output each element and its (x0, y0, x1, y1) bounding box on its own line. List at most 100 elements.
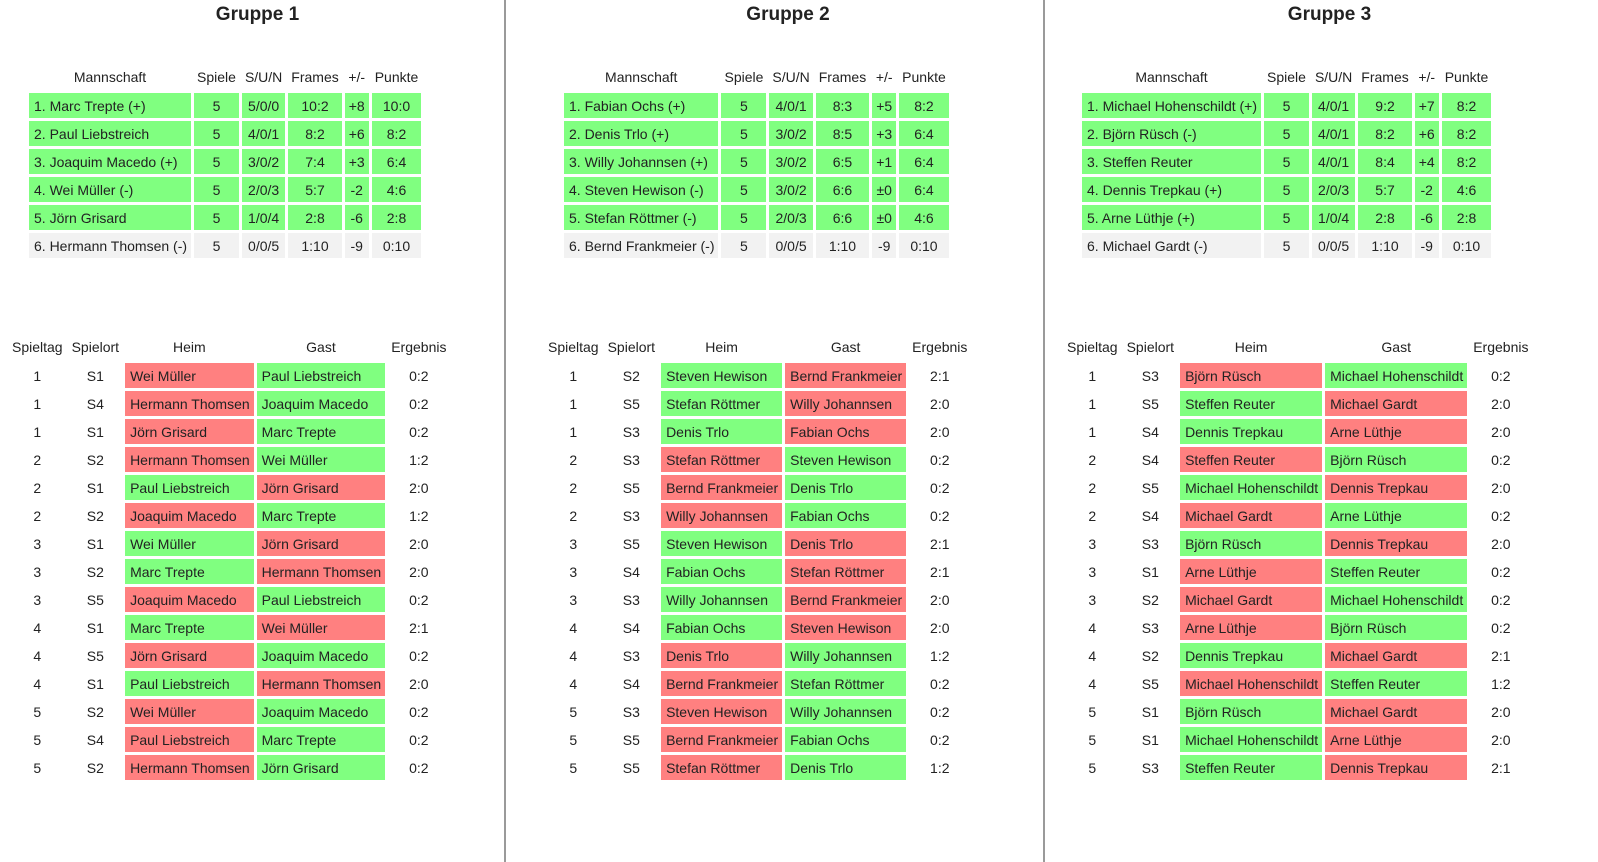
away-player: Steven Hewison (785, 447, 907, 472)
home-player: Björn Rüsch (1180, 363, 1323, 388)
venue: S2 (86, 507, 104, 524)
match-result: 0:2 (1491, 367, 1511, 384)
fixture-row: 4 S4 Bernd Frankmeier Stefan Röttmer 0:2 (545, 671, 970, 696)
frame-difference: +6 (344, 121, 369, 146)
fixture-row: 5 S3 Steven Hewison Willy Johannsen 0:2 (545, 699, 970, 724)
win-draw-loss: 3/0/2 (769, 177, 813, 202)
standings-row: 3. Willy Johannsen (+) 5 3/0/2 6:5 +1 6:4 (564, 149, 949, 174)
matchday: 5 (1088, 703, 1097, 720)
home-player: Paul Liebstreich (125, 671, 254, 696)
fixture-row: 1 S3 Björn Rüsch Michael Hohenschildt 0:2 (1064, 363, 1531, 388)
frames: 5:7 (1358, 177, 1412, 202)
venue: S4 (1141, 423, 1159, 440)
points: 6:4 (899, 177, 949, 202)
away-player: Arne Lüthje (1325, 503, 1468, 528)
matchday: 3 (33, 535, 42, 552)
home-player: Willy Johannsen (661, 503, 783, 528)
match-result: 2:0 (930, 423, 950, 440)
matchday: 2 (1088, 507, 1097, 524)
fixture-row: 3 S3 Björn Rüsch Dennis Trepkau 2:0 (1064, 531, 1531, 556)
match-result: 2:0 (930, 619, 950, 636)
away-player: Dennis Trepkau (1325, 531, 1468, 556)
fixture-row: 3 S1 Arne Lüthje Steffen Reuter 0:2 (1064, 559, 1531, 584)
matchday: 4 (569, 675, 578, 692)
team-name: 3. Willy Johannsen (+) (564, 149, 719, 174)
column-header: +/- (348, 69, 366, 85)
home-player: Paul Liebstreich (125, 475, 254, 500)
fixture-row: 5 S2 Hermann Thomsen Jörn Grisard 0:2 (9, 755, 449, 780)
column-header: Frames (818, 69, 867, 85)
group-1: Gruppe 1 Mannschaft Spiele S/U/N Frames +/- P… (0, 0, 515, 862)
match-result: 0:2 (930, 507, 950, 524)
away-player: Fabian Ochs (785, 503, 907, 528)
fixture-row: 1 S1 Wei Müller Paul Liebstreich 0:2 (9, 363, 449, 388)
games-played: 5 (721, 149, 767, 174)
home-player: Jörn Grisard (125, 419, 254, 444)
matchday: 4 (569, 647, 578, 664)
home-player: Hermann Thomsen (125, 755, 254, 780)
home-player: Michael Hohenschildt (1180, 475, 1323, 500)
match-result: 2:1 (930, 367, 950, 384)
frames: 2:8 (288, 205, 342, 230)
fixture-row: 1 S5 Stefan Röttmer Willy Johannsen 2:0 (545, 391, 970, 416)
column-header: Spiele (197, 69, 236, 85)
home-player: Stefan Röttmer (661, 755, 783, 780)
away-player: Björn Rüsch (1325, 615, 1468, 640)
standings-row: 2. Paul Liebstreich 5 4/0/1 8:2 +6 8:2 (29, 121, 422, 146)
win-draw-loss: 3/0/2 (769, 121, 813, 146)
team-name: 5. Jörn Grisard (29, 205, 192, 230)
home-player: Steven Hewison (661, 699, 783, 724)
points: 0:10 (1441, 233, 1492, 258)
venue: S5 (86, 647, 104, 664)
frame-difference: +6 (1414, 121, 1439, 146)
standings-row: 3. Joaquim Macedo (+) 5 3/0/2 7:4 +3 6:4 (29, 149, 422, 174)
column-header: Spiele (1267, 69, 1306, 85)
home-player: Fabian Ochs (661, 559, 783, 584)
match-result: 2:0 (409, 479, 429, 496)
team-name: 6. Bernd Frankmeier (-) (564, 233, 719, 258)
group-divider (1043, 0, 1045, 862)
fixture-row: 5 S2 Wei Müller Joaquim Macedo 0:2 (9, 699, 449, 724)
frames: 7:4 (288, 149, 342, 174)
matchday: 1 (569, 367, 578, 384)
frame-difference: +7 (1414, 93, 1439, 118)
away-player: Dennis Trepkau (1325, 755, 1468, 780)
match-result: 0:2 (409, 647, 429, 664)
games-played: 5 (1264, 233, 1309, 258)
team-name: 1. Michael Hohenschildt (+) (1082, 93, 1262, 118)
away-player: Michael Hohenschildt (1325, 587, 1468, 612)
points: 10:0 (371, 93, 422, 118)
fixture-row: 4 S2 Dennis Trepkau Michael Gardt 2:1 (1064, 643, 1531, 668)
venue: S3 (622, 423, 640, 440)
match-result: 1:2 (930, 759, 950, 776)
home-player: Wei Müller (125, 363, 254, 388)
standings-row: 1. Marc Trepte (+) 5 5/0/0 10:2 +8 10:0 (29, 93, 422, 118)
column-header: Heim (705, 339, 738, 355)
standings-row: 4. Dennis Trepkau (+) 5 2/0/3 5:7 -2 4:6 (1082, 177, 1492, 202)
matchday: 3 (33, 563, 42, 580)
standings-header-row: Mannschaft Spiele S/U/N Frames +/- Punkte (564, 64, 949, 90)
away-player: Bernd Frankmeier (785, 587, 907, 612)
home-player: Arne Lüthje (1180, 615, 1323, 640)
home-player: Jörn Grisard (125, 643, 254, 668)
fixture-row: 4 S5 Michael Hohenschildt Steffen Reuter 1:2 (1064, 671, 1531, 696)
frame-difference: +3 (872, 121, 897, 146)
win-draw-loss: 3/0/2 (241, 149, 286, 174)
frames: 1:10 (1358, 233, 1412, 258)
standings-row: 1. Fabian Ochs (+) 5 4/0/1 8:3 +5 8:2 (564, 93, 949, 118)
fixture-row: 2 S1 Paul Liebstreich Jörn Grisard 2:0 (9, 475, 449, 500)
home-player: Wei Müller (125, 531, 254, 556)
team-name: 5. Arne Lüthje (+) (1082, 205, 1262, 230)
match-result: 2:0 (409, 675, 429, 692)
standings-header-row: Mannschaft Spiele S/U/N Frames +/- Punkte (29, 64, 421, 90)
standings-row: 4. Steven Hewison (-) 5 3/0/2 6:6 ±0 6:4 (564, 177, 949, 202)
match-result: 2:1 (930, 535, 950, 552)
home-player: Marc Trepte (125, 559, 254, 584)
team-name: 6. Michael Gardt (-) (1082, 233, 1262, 258)
venue: S5 (622, 479, 640, 496)
home-player: Michael Gardt (1180, 503, 1323, 528)
match-result: 1:2 (930, 647, 950, 664)
frames: 1:10 (815, 233, 870, 258)
away-player: Willy Johannsen (785, 699, 907, 724)
frames: 1:10 (288, 233, 342, 258)
